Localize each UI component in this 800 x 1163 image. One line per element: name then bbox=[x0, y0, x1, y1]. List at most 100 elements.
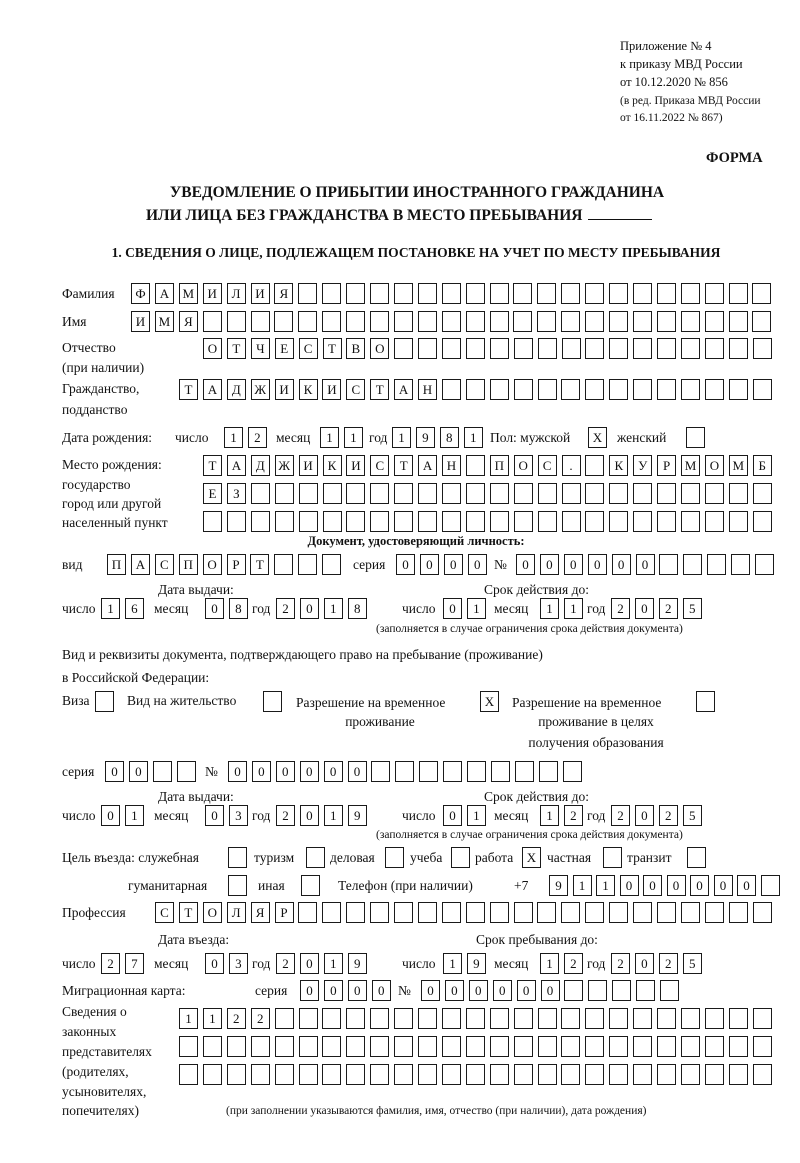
entry-year-box[interactable]: 0 bbox=[299, 953, 319, 974]
reps3-box[interactable] bbox=[226, 1064, 246, 1085]
stay-year-box[interactable]: 0 bbox=[634, 953, 654, 974]
profession-box[interactable] bbox=[680, 902, 700, 923]
phone-box[interactable]: 1 bbox=[572, 875, 592, 896]
mig-number-box[interactable] bbox=[660, 980, 679, 1001]
birthplace1-box[interactable]: К bbox=[609, 455, 629, 476]
permit-number-box[interactable]: 0 bbox=[275, 761, 295, 782]
doc-type-box[interactable]: Р bbox=[226, 554, 246, 575]
surname-box[interactable] bbox=[370, 283, 389, 304]
name-box[interactable] bbox=[728, 311, 748, 332]
p-tourism-box[interactable] bbox=[306, 847, 325, 868]
birthplace1-box[interactable]: Т bbox=[394, 455, 414, 476]
phone-box[interactable]: 1 bbox=[596, 875, 615, 896]
reps2-box[interactable] bbox=[728, 1036, 748, 1057]
reps1-box[interactable] bbox=[728, 1008, 748, 1029]
patronymic-box[interactable]: В bbox=[346, 338, 366, 359]
patronymic-box[interactable] bbox=[465, 338, 485, 359]
surname-box[interactable] bbox=[680, 283, 700, 304]
birthplace2-box[interactable] bbox=[250, 483, 270, 504]
reps3-box[interactable] bbox=[179, 1064, 198, 1085]
name-box[interactable] bbox=[226, 311, 246, 332]
doc-valid-month-box[interactable]: 1 bbox=[563, 598, 583, 619]
birthplace2-box[interactable] bbox=[322, 483, 342, 504]
surname-box[interactable]: Л bbox=[226, 283, 246, 304]
name-box[interactable] bbox=[585, 311, 605, 332]
profession-box[interactable] bbox=[656, 902, 676, 923]
doc-type-box[interactable] bbox=[274, 554, 294, 575]
patronymic-box[interactable] bbox=[657, 338, 677, 359]
citizenship-box[interactable] bbox=[561, 379, 581, 400]
reps1-box[interactable] bbox=[704, 1008, 724, 1029]
patronymic-box[interactable]: О bbox=[203, 338, 222, 359]
reps2-box[interactable] bbox=[226, 1036, 246, 1057]
mig-number-box[interactable] bbox=[564, 980, 584, 1001]
birthplace1-box[interactable] bbox=[465, 455, 485, 476]
birthplace3-box[interactable] bbox=[657, 511, 677, 532]
doc-number-box[interactable] bbox=[755, 554, 774, 575]
reps1-box[interactable] bbox=[298, 1008, 318, 1029]
birthplace3-box[interactable] bbox=[561, 511, 581, 532]
birthplace2-box[interactable] bbox=[681, 483, 700, 504]
birthplace2-box[interactable]: З bbox=[226, 483, 246, 504]
reps1-box[interactable] bbox=[489, 1008, 509, 1029]
permit-number-box[interactable]: 0 bbox=[299, 761, 319, 782]
birthplace2-box[interactable] bbox=[728, 483, 748, 504]
place-underline[interactable] bbox=[588, 207, 653, 220]
mig-number-box[interactable] bbox=[588, 980, 608, 1001]
reps3-box[interactable] bbox=[322, 1064, 342, 1085]
birthplace1-box[interactable]: И bbox=[298, 455, 318, 476]
reps2-box[interactable] bbox=[585, 1036, 605, 1057]
doc-valid-year-box[interactable]: 0 bbox=[634, 598, 654, 619]
profession-box[interactable]: Л bbox=[226, 902, 246, 923]
birthplace1-box[interactable]: М bbox=[681, 455, 700, 476]
birth-month-box[interactable]: 1 bbox=[343, 427, 363, 448]
reps3-box[interactable] bbox=[657, 1064, 676, 1085]
phone-box[interactable]: 0 bbox=[619, 875, 639, 896]
doc-number-box[interactable]: 0 bbox=[563, 554, 583, 575]
trp-box[interactable]: X bbox=[480, 691, 499, 712]
profession-box[interactable]: О bbox=[202, 902, 222, 923]
surname-box[interactable] bbox=[513, 283, 533, 304]
p-private-box[interactable] bbox=[603, 847, 622, 868]
patronymic-box[interactable]: Ч bbox=[250, 338, 270, 359]
entry-year-box[interactable]: 1 bbox=[323, 953, 343, 974]
surname-box[interactable]: И bbox=[202, 283, 222, 304]
birthplace3-box[interactable] bbox=[489, 511, 509, 532]
reps3-box[interactable] bbox=[728, 1064, 748, 1085]
patronymic-box[interactable] bbox=[609, 338, 629, 359]
citizenship-box[interactable] bbox=[609, 379, 629, 400]
doc-valid-day-box[interactable]: 0 bbox=[443, 598, 462, 619]
reps1-box[interactable]: 1 bbox=[179, 1008, 198, 1029]
name-box[interactable] bbox=[417, 311, 437, 332]
permit-issue-year-box[interactable]: 1 bbox=[323, 805, 343, 826]
citizenship-box[interactable]: Ж bbox=[250, 379, 270, 400]
reps3-box[interactable] bbox=[418, 1064, 437, 1085]
reps1-box[interactable] bbox=[537, 1008, 557, 1029]
patronymic-box[interactable] bbox=[752, 338, 772, 359]
citizenship-box[interactable]: И bbox=[322, 379, 342, 400]
doc-type-box[interactable] bbox=[298, 554, 318, 575]
citizenship-box[interactable] bbox=[489, 379, 509, 400]
birthplace2-box[interactable] bbox=[633, 483, 653, 504]
birthplace1-box[interactable]: О bbox=[704, 455, 724, 476]
doc-type-box[interactable]: П bbox=[107, 554, 126, 575]
citizenship-box[interactable] bbox=[537, 379, 557, 400]
profession-box[interactable] bbox=[465, 902, 485, 923]
phone-box[interactable]: 0 bbox=[643, 875, 662, 896]
birthplace1-box[interactable]: П bbox=[489, 455, 509, 476]
stay-day-box[interactable]: 1 bbox=[443, 953, 462, 974]
birthplace2-box[interactable] bbox=[465, 483, 485, 504]
patronymic-box[interactable] bbox=[704, 338, 724, 359]
birthplace1-box[interactable]: С bbox=[537, 455, 557, 476]
reps2-box[interactable] bbox=[561, 1036, 581, 1057]
surname-box[interactable] bbox=[585, 283, 605, 304]
profession-box[interactable] bbox=[537, 902, 557, 923]
mig-series-box[interactable]: 0 bbox=[300, 980, 319, 1001]
permit-valid-month-box[interactable]: 2 bbox=[563, 805, 583, 826]
reps2-box[interactable] bbox=[752, 1036, 772, 1057]
surname-box[interactable] bbox=[489, 283, 509, 304]
p-study-box[interactable] bbox=[451, 847, 470, 868]
entry-year-box[interactable]: 2 bbox=[276, 953, 295, 974]
citizenship-box[interactable]: А bbox=[394, 379, 414, 400]
birth-year-box[interactable]: 9 bbox=[415, 427, 435, 448]
